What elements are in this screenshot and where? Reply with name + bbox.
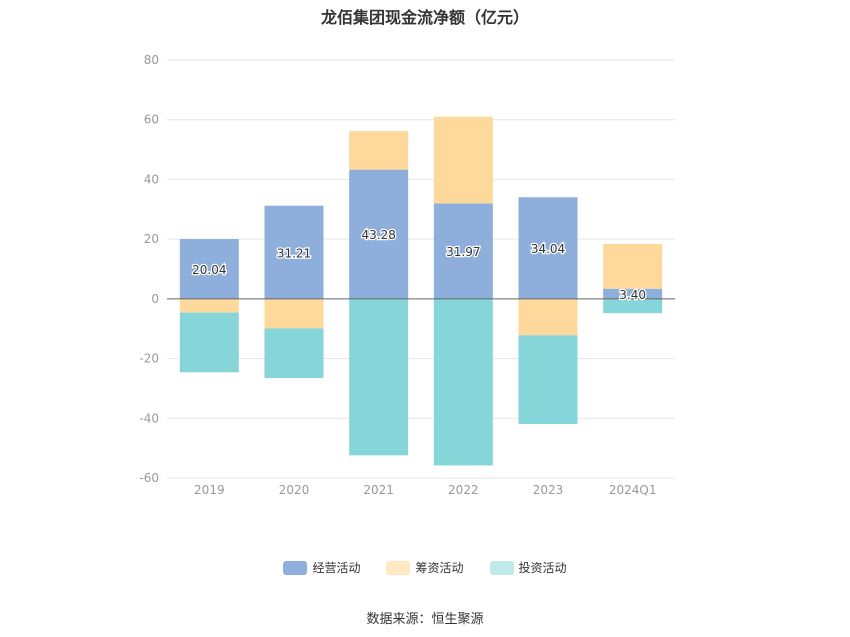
- data-label: 34.04: [531, 242, 565, 256]
- data-label: 31.97: [446, 245, 480, 259]
- x-tick-label: 2019: [194, 483, 225, 497]
- data-label: 3.40: [619, 288, 646, 302]
- bar-segment: [603, 243, 663, 289]
- legend-label: 经营活动: [312, 561, 361, 575]
- y-tick-label: 20: [144, 232, 159, 246]
- legend: 经营活动 筹资活动 投资活动: [0, 559, 850, 576]
- y-tick-label: 80: [144, 53, 159, 67]
- data-label: 31.21: [277, 246, 311, 260]
- bar-segment: [264, 205, 324, 299]
- data-source: 数据来源：恒生聚源: [366, 612, 484, 627]
- x-tick-label: 2022: [448, 483, 479, 497]
- data-label: 43.28: [361, 228, 395, 242]
- y-tick-label: -20: [139, 352, 159, 366]
- legend-item-financing[interactable]: 筹资活动: [386, 559, 464, 576]
- bar-segment: [433, 298, 493, 466]
- legend-swatch: [489, 560, 514, 575]
- legend-label: 筹资活动: [415, 561, 464, 575]
- legend-swatch: [283, 560, 308, 575]
- bar-segment: [433, 116, 493, 204]
- legend-swatch: [386, 560, 411, 575]
- data-labels: 20.04 31.21 43.28 31.97 34.04 3.40: [191, 227, 647, 303]
- x-tick-label: 2024Q1: [609, 483, 657, 497]
- y-tick-label: 40: [144, 172, 159, 186]
- y-tick-label: 60: [144, 113, 159, 127]
- legend-item-operating[interactable]: 经营活动: [283, 559, 360, 576]
- bar-segment: [349, 131, 409, 170]
- bar-segment: [518, 197, 578, 299]
- data-label: 20.04: [192, 263, 226, 277]
- chart-title: 龙佰集团现金流净额（亿元）: [320, 8, 529, 27]
- bars: [179, 116, 663, 466]
- bar-segment: [349, 298, 409, 456]
- bar-segment: [603, 288, 663, 299]
- bar-segment: [433, 203, 493, 299]
- bar-segment: [179, 312, 239, 373]
- x-tick-label: 2020: [279, 483, 310, 497]
- bar-segment: [518, 335, 578, 424]
- legend-item-investing[interactable]: 投资活动: [489, 559, 567, 576]
- bar-segment: [264, 328, 324, 378]
- gridlines: [167, 59, 675, 479]
- axis-labels: 80 60 40 20 0 -20 -40 -60 2019 2020 2021 2022 2023 20…: [139, 53, 656, 497]
- bar-segment: [518, 298, 578, 336]
- y-tick-label: 0: [151, 292, 159, 306]
- x-tick-label: 2021: [363, 483, 394, 497]
- bar-segment: [179, 239, 239, 299]
- bar-segment: [603, 298, 663, 314]
- y-tick-label: -40: [139, 411, 159, 425]
- y-tick-label: -60: [139, 471, 159, 485]
- bar-segment: [264, 298, 324, 329]
- bar-segment: [179, 298, 239, 313]
- bar-segment: [349, 169, 409, 299]
- x-tick-label: 2023: [533, 483, 564, 497]
- legend-label: 投资活动: [518, 561, 567, 575]
